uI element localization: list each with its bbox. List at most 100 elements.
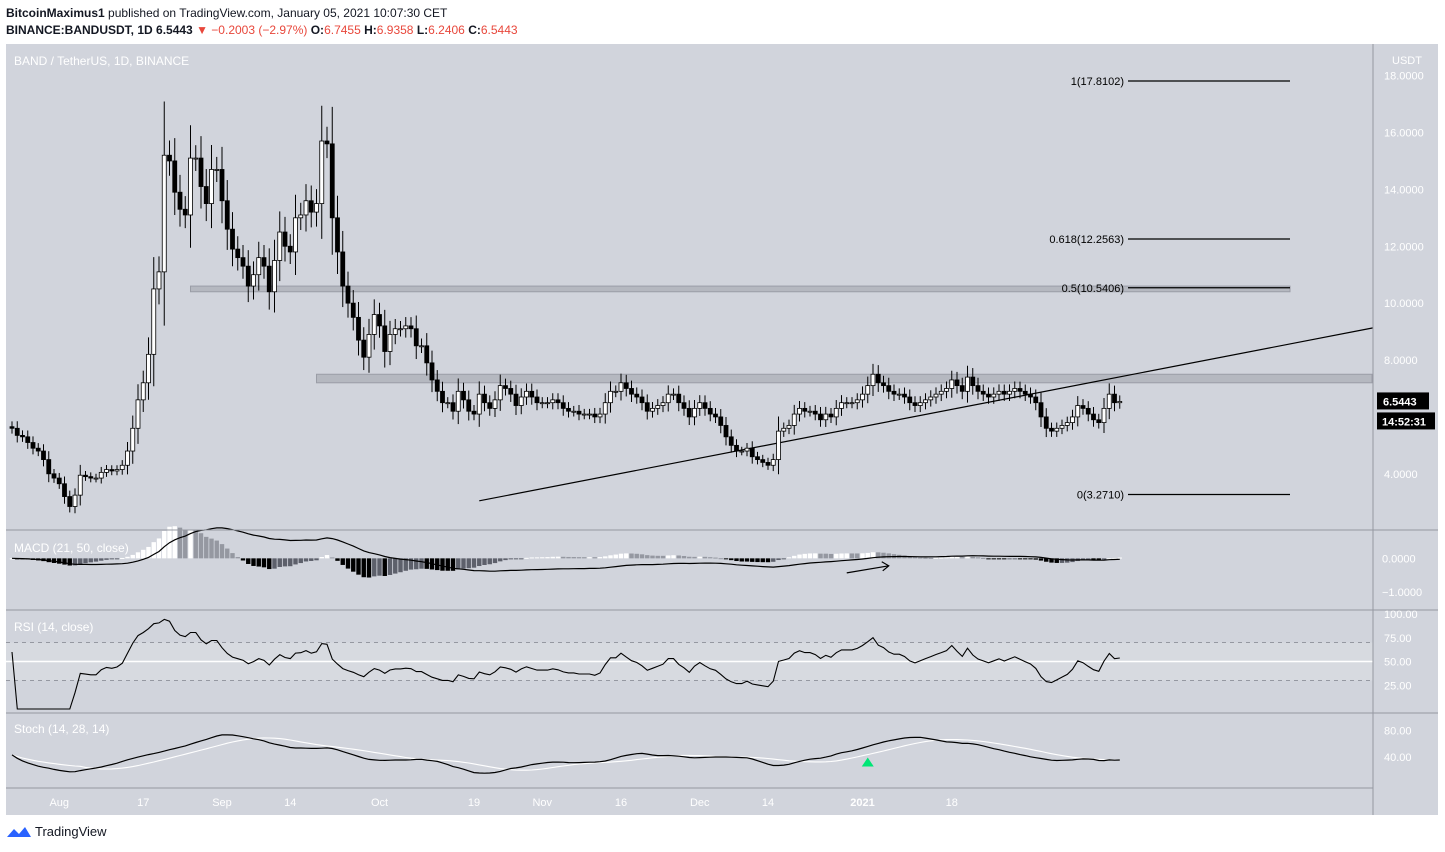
candle xyxy=(760,459,766,463)
candle xyxy=(1096,419,1102,424)
candle xyxy=(686,407,692,418)
macd-histogram-bar xyxy=(519,558,524,560)
candle xyxy=(828,413,834,418)
candle xyxy=(156,271,162,290)
rsi-pane[interactable]: RSI (14, close) xyxy=(6,618,1373,710)
macd-histogram-bar xyxy=(130,554,135,559)
candle xyxy=(965,376,970,392)
candle xyxy=(398,328,403,331)
candle xyxy=(35,447,41,452)
macd-histogram-bar xyxy=(62,558,67,565)
candle xyxy=(744,447,750,452)
macd-histogram-bar xyxy=(608,555,613,559)
macd-histogram-bar xyxy=(965,556,970,559)
macd-histogram-bar xyxy=(466,558,471,569)
symbol: BINANCE:BANDUSDT, 1D xyxy=(6,23,153,37)
candle xyxy=(833,407,839,418)
candle xyxy=(1085,407,1091,415)
macd-histogram-bar xyxy=(141,549,146,559)
macd-histogram-bar xyxy=(529,557,534,559)
close-label: C: xyxy=(468,23,481,37)
candle xyxy=(487,402,493,409)
macd-histogram-bar xyxy=(419,558,424,569)
macd-histogram-bar xyxy=(550,556,555,559)
macd-histogram-bar xyxy=(566,556,571,559)
candle xyxy=(970,376,976,387)
macd-histogram-bar xyxy=(513,558,519,560)
macd-histogram-bar xyxy=(734,558,739,562)
macd-histogram-bar xyxy=(771,558,776,562)
candle xyxy=(818,413,823,421)
macd-histogram-bar xyxy=(403,558,408,571)
macd-histogram-bar xyxy=(303,558,309,562)
macd-histogram-bar xyxy=(204,536,209,559)
macd-histogram-bar xyxy=(970,556,975,559)
macd-histogram-bar xyxy=(120,557,125,559)
candle xyxy=(98,471,104,479)
macd-histogram-bar xyxy=(414,558,419,570)
resistance-zone xyxy=(190,285,1291,293)
macd-histogram-bar xyxy=(634,553,639,559)
macd-histogram-bar xyxy=(939,557,944,559)
candle xyxy=(9,426,15,429)
candle xyxy=(644,402,650,412)
macd-histogram-bar xyxy=(225,548,230,559)
candle xyxy=(1064,422,1070,426)
candle xyxy=(1054,427,1060,432)
candle xyxy=(177,191,183,210)
low-label: L: xyxy=(416,23,429,37)
price-pane[interactable]: BAND / TetherUS, 1D, BINANCE 1(17.8102) 0.… xyxy=(9,54,1374,514)
candle xyxy=(1043,416,1049,429)
candle xyxy=(272,260,277,293)
candle xyxy=(975,385,981,392)
macd-histogram-bar xyxy=(172,526,177,559)
candle xyxy=(83,474,88,478)
stoch-tick-label: 40.00 xyxy=(1384,752,1412,764)
candle xyxy=(1049,427,1054,432)
candle xyxy=(319,140,325,204)
author[interactable]: BitcoinMaximus1 xyxy=(6,6,105,20)
candle xyxy=(476,393,482,415)
footer[interactable]: TradingView xyxy=(6,824,107,839)
candle xyxy=(986,393,991,398)
candle xyxy=(749,447,755,458)
candle xyxy=(608,390,613,404)
macd-histogram-bar xyxy=(697,556,702,559)
macd-histogram-bar xyxy=(1096,558,1101,561)
macd-histogram-bar xyxy=(660,555,666,559)
macd-histogram-bar xyxy=(655,555,660,559)
candle xyxy=(14,427,20,436)
chart-title: BAND / TetherUS, 1D, BINANCE xyxy=(14,54,189,68)
macd-histogram-bar xyxy=(1112,557,1117,559)
candle xyxy=(371,314,377,335)
candle xyxy=(933,393,939,398)
candle xyxy=(823,413,829,421)
candle xyxy=(1022,390,1028,395)
candle xyxy=(681,402,687,409)
stoch-pane[interactable]: Stoch (14, 28, 14) xyxy=(11,722,1120,774)
candle xyxy=(471,410,477,415)
macd-histogram-bar xyxy=(183,529,188,559)
candle xyxy=(461,390,466,401)
macd-histogram-bar xyxy=(487,558,492,565)
candle xyxy=(287,245,293,253)
candle xyxy=(298,214,304,219)
macd-histogram-bar xyxy=(818,553,823,559)
candle xyxy=(692,407,697,418)
macd-histogram-bar xyxy=(907,556,912,559)
macd-histogram-bar xyxy=(881,552,886,559)
close-value: 6.5443 xyxy=(480,23,518,37)
candle xyxy=(329,143,335,219)
time-tick-label: Aug xyxy=(49,797,69,809)
candle xyxy=(555,399,561,404)
macd-histogram-bar xyxy=(797,554,802,559)
candle xyxy=(728,436,734,446)
macd-pane[interactable]: MACD (21, 50, close) xyxy=(9,526,1122,578)
macd-tick-label: −1.0000 xyxy=(1382,587,1422,599)
macd-histogram-bar xyxy=(51,558,57,563)
fib-level-label: 0.5(10.5406) xyxy=(1062,283,1124,295)
open-value: 6.7455 xyxy=(324,23,361,37)
candle xyxy=(865,385,871,395)
candle xyxy=(902,393,907,398)
